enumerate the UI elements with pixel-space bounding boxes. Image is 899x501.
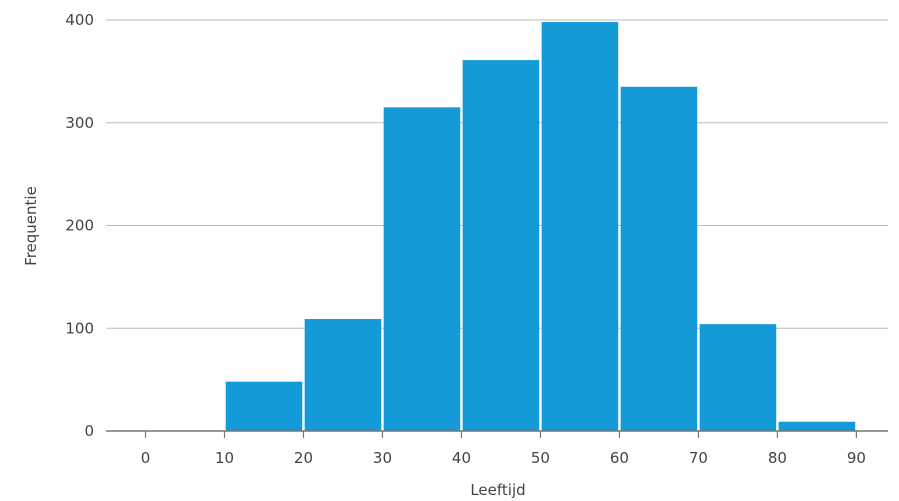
- x-axis-title: Leeftijd: [470, 481, 525, 499]
- y-tick-label: 100: [65, 319, 94, 337]
- histogram-bar: [699, 324, 777, 431]
- x-tick-label: 80: [768, 449, 787, 467]
- x-tick-label: 20: [294, 449, 313, 467]
- histogram-bar: [462, 60, 540, 431]
- x-tick-label: 50: [531, 449, 550, 467]
- x-tick-label: 30: [373, 449, 392, 467]
- histogram-bar: [778, 421, 856, 431]
- histogram-bar: [225, 381, 303, 431]
- histogram-bar: [304, 319, 382, 431]
- y-tick-label: 0: [84, 422, 94, 440]
- axis-layer: 0 100 200 300 400 0 10 20 30 40 50 60 70 80 90: [65, 11, 888, 467]
- histogram-bar: [620, 86, 698, 431]
- x-tick-label: 60: [610, 449, 629, 467]
- x-tick-label: 90: [847, 449, 866, 467]
- histogram-bar: [383, 107, 461, 432]
- x-tick-label: 0: [141, 449, 151, 467]
- x-tick-label: 70: [689, 449, 708, 467]
- y-tick-label: 200: [65, 217, 94, 235]
- x-tick-label: 40: [452, 449, 471, 467]
- y-tick-label: 300: [65, 114, 94, 132]
- y-axis-title: Frequentie: [22, 186, 40, 266]
- x-tick-label: 10: [215, 449, 234, 467]
- histogram-bar: [541, 22, 619, 432]
- y-tick-label: 400: [65, 11, 94, 29]
- bar-layer: [225, 22, 856, 432]
